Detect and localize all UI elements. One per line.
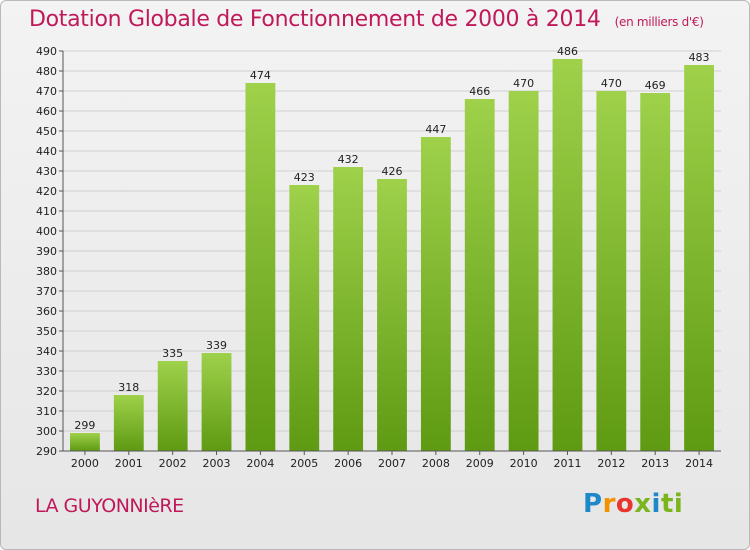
x-tick-label: 2007 bbox=[378, 457, 406, 470]
proxiti-logo: Proxiti bbox=[583, 489, 683, 519]
y-tick-label: 440 bbox=[36, 145, 57, 158]
x-tick-label: 2003 bbox=[203, 457, 231, 470]
logo-letter: o bbox=[615, 489, 635, 519]
y-tick-label: 370 bbox=[36, 285, 57, 298]
x-tick-label: 2010 bbox=[510, 457, 538, 470]
bar bbox=[464, 99, 495, 451]
chart-title: Dotation Globale de Fonctionnement de 20… bbox=[29, 7, 704, 32]
data-label: 469 bbox=[645, 79, 666, 92]
y-tick-label: 400 bbox=[36, 225, 57, 238]
data-label: 486 bbox=[557, 45, 578, 58]
bar bbox=[201, 353, 232, 451]
x-tick-label: 2009 bbox=[466, 457, 494, 470]
x-tick-label: 2012 bbox=[597, 457, 625, 470]
data-label: 299 bbox=[74, 419, 95, 432]
x-tick-label: 2002 bbox=[159, 457, 187, 470]
bar bbox=[640, 93, 671, 451]
title-text: Dotation Globale de Fonctionnement de 20… bbox=[29, 7, 601, 32]
x-tick-label: 2006 bbox=[334, 457, 362, 470]
bar bbox=[377, 179, 407, 451]
bar bbox=[596, 91, 627, 451]
bar bbox=[684, 65, 714, 451]
y-tick-label: 380 bbox=[36, 265, 57, 278]
data-label: 466 bbox=[469, 85, 490, 98]
bar bbox=[245, 83, 276, 451]
data-label: 318 bbox=[118, 381, 139, 394]
data-label: 474 bbox=[250, 69, 271, 82]
y-tick-label: 450 bbox=[36, 125, 57, 138]
x-tick-label: 2008 bbox=[422, 457, 450, 470]
x-tick-label: 2004 bbox=[246, 457, 274, 470]
y-tick-label: 310 bbox=[36, 405, 57, 418]
bar bbox=[157, 361, 188, 451]
y-tick-label: 330 bbox=[36, 365, 57, 378]
y-tick-label: 420 bbox=[36, 185, 57, 198]
y-tick-label: 350 bbox=[36, 325, 57, 338]
data-label: 470 bbox=[513, 77, 534, 90]
commune-name: LA GUYONNIèRE bbox=[35, 495, 184, 517]
x-tick-label: 2000 bbox=[71, 457, 99, 470]
logo-letter: P bbox=[583, 489, 603, 519]
y-tick-label: 480 bbox=[36, 65, 57, 78]
data-label: 483 bbox=[689, 51, 710, 64]
data-label: 447 bbox=[425, 123, 446, 136]
y-tick-label: 460 bbox=[36, 105, 57, 118]
unit-note: (en milliers d'€) bbox=[614, 15, 704, 29]
x-tick-label: 2005 bbox=[290, 457, 318, 470]
data-label: 432 bbox=[338, 153, 359, 166]
y-tick-label: 490 bbox=[36, 45, 57, 58]
bar bbox=[113, 395, 144, 451]
bar bbox=[289, 185, 320, 451]
labels: 290 300 310 320 330 340 350 360 370 380 390 400 410 4… bbox=[36, 45, 713, 470]
x-tick-label: 2013 bbox=[641, 457, 669, 470]
bar bbox=[333, 167, 364, 451]
data-label: 470 bbox=[601, 77, 622, 90]
y-tick-label: 390 bbox=[36, 245, 57, 258]
bar bbox=[508, 91, 539, 451]
y-tick-label: 290 bbox=[36, 445, 57, 458]
x-tick-label: 2011 bbox=[553, 457, 581, 470]
y-tick-label: 410 bbox=[36, 205, 57, 218]
y-tick-label: 430 bbox=[36, 165, 57, 178]
data-label: 339 bbox=[206, 339, 227, 352]
logo-letter: r bbox=[602, 489, 616, 519]
bar bbox=[70, 433, 100, 451]
y-tick-label: 360 bbox=[36, 305, 57, 318]
x-tick-label: 2014 bbox=[685, 457, 713, 470]
logo-letter: ti bbox=[660, 489, 684, 519]
y-tick-label: 470 bbox=[36, 85, 57, 98]
bars bbox=[70, 59, 714, 451]
y-tick-label: 320 bbox=[36, 385, 57, 398]
data-label: 335 bbox=[162, 347, 183, 360]
logo-letter: x bbox=[634, 489, 652, 519]
bar bbox=[552, 59, 583, 451]
data-label: 423 bbox=[294, 171, 315, 184]
data-label: 426 bbox=[382, 165, 403, 178]
logo-letter: i bbox=[651, 489, 661, 519]
bar bbox=[420, 137, 451, 451]
y-tick-label: 340 bbox=[36, 345, 57, 358]
axes bbox=[59, 50, 721, 455]
y-tick-label: 300 bbox=[36, 425, 57, 438]
x-tick-label: 2001 bbox=[115, 457, 143, 470]
